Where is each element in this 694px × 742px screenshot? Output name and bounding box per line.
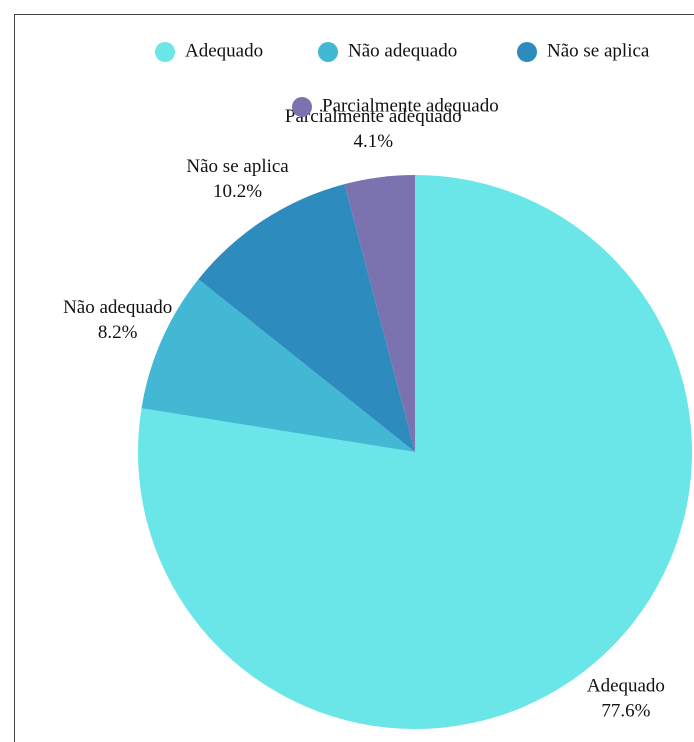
pie-slice [141,279,415,452]
slice-label: Adequado [587,676,665,697]
legend-label: Não se aplica [547,40,650,61]
slice-value-label: 4.1% [354,131,394,152]
legend-label: Não adequado [348,40,457,61]
slice-label: Não adequado [63,297,172,318]
pie-slice [138,175,693,729]
pie-slice [198,184,415,452]
legend-label: Parcialmente adequado [322,95,499,116]
legend-marker [517,42,537,62]
legend-marker [318,42,338,62]
legend-label: Adequado [185,40,263,61]
frame [14,14,694,742]
legend-marker [292,97,312,117]
legend-marker [155,42,175,62]
slice-label: Parcialmente adequado [285,106,462,127]
slice-value-label: 10.2% [213,181,262,202]
slice-value-label: 8.2% [98,322,138,343]
pie-slice [344,175,415,452]
slice-value-label: 77.6% [601,701,650,722]
slice-label: Não se aplica [186,156,289,177]
